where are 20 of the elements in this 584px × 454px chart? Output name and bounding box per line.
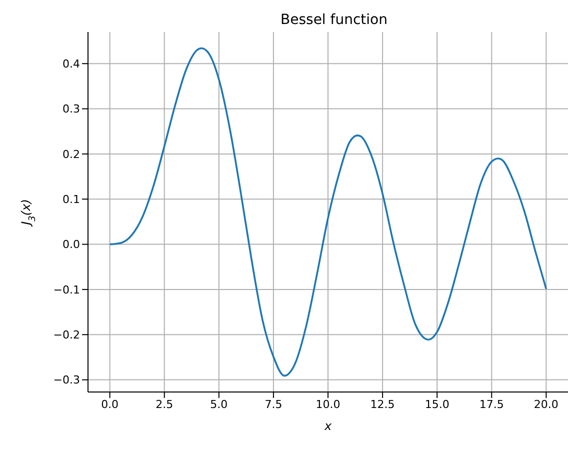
y-tick-label: 0.4	[62, 58, 80, 71]
y-tick-label: −0.2	[53, 328, 80, 342]
x-tick-label: 15.0	[424, 398, 450, 411]
x-tick-label: 17.5	[479, 398, 504, 411]
y-tick-label: 0.0	[62, 238, 80, 252]
x-tick-label: 0.0	[101, 398, 119, 411]
x-tick-label: 5.0	[210, 398, 228, 411]
line-series	[108, 47, 548, 377]
x-tick-label: 20.0	[534, 398, 558, 411]
x-tick-label: 2.5	[156, 398, 174, 411]
y-tick-label: 0.2	[62, 148, 80, 161]
y-tick-label: −0.1	[53, 283, 80, 296]
x-tick-label: 7.5	[264, 398, 282, 411]
x-axis-title: x	[323, 419, 332, 433]
x-tick-label: 12.5	[370, 398, 395, 411]
chart-title: Bessel function	[280, 12, 388, 28]
y-tick-label: −0.3	[53, 374, 80, 387]
x-tick-label: 10.0	[316, 398, 340, 411]
y-tick-label: 0.1	[62, 193, 80, 206]
y-tick-label: 0.3	[62, 102, 80, 116]
